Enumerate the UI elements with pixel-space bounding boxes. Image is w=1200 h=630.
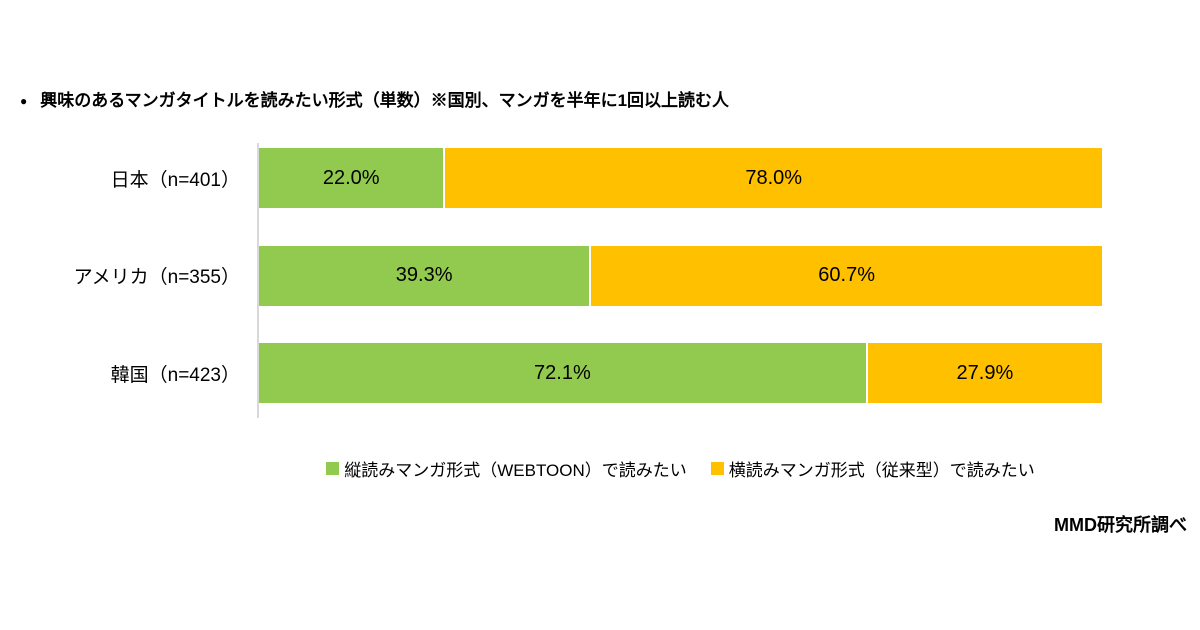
legend-item-webtoon: 縦読みマンガ形式（WEBTOON）で読みたい [326,456,687,481]
chart-row: 韓国（n=423） 72.1% 27.9% [0,343,1102,403]
bar-value-label: 72.1% [534,361,591,384]
bar-segment-webtoon: 72.1% [259,343,866,403]
bar-segment-traditional: 60.7% [591,245,1102,306]
chart-legend: 縦読みマンガ形式（WEBTOON）で読みたい 横読みマンガ形式（従来型）で読みたい [259,456,1102,481]
bar-segment-traditional: 78.0% [445,148,1102,208]
legend-swatch-icon [710,462,724,475]
bar-track: 22.0% 78.0% [259,148,1102,208]
bar-segment-traditional: 27.9% [867,343,1102,403]
chart-row: アメリカ（n=355） 39.3% 60.7% [0,245,1102,306]
bar-value-label: 27.9% [956,361,1014,384]
bar-rows: 日本（n=401） 22.0% 78.0% アメリカ（n=355） 39.3% 60.7%… [0,148,1102,441]
bar-value-label: 22.0% [322,166,380,189]
bar-track: 39.3% 60.7% [259,245,1102,306]
source-credit: MMD研究所調べ [1054,515,1187,535]
category-label: 日本（n=401） [110,169,240,191]
chart-row: 日本（n=401） 22.0% 78.0% [0,148,1102,208]
bar-segment-webtoon: 22.0% [259,148,444,208]
legend-label: 横読みマンガ形式（従来型）で読みたい [728,461,1035,480]
bar-track: 72.1% 27.9% [259,343,1102,403]
legend-item-traditional: 横読みマンガ形式（従来型）で読みたい [710,456,1035,481]
bar-value-label: 78.0% [745,166,803,189]
y-axis-line [257,143,259,418]
bar-value-label: 60.7% [818,264,875,286]
category-label: アメリカ（n=355） [73,267,240,288]
legend-swatch-icon [326,462,340,475]
category-label: 韓国（n=423） [110,364,240,386]
chart-title-text: 興味のあるマンガタイトルを読みたい形式（単数）※国別、マンガを半年に1回以上読む… [40,91,730,110]
chart-title: ● 興味のあるマンガタイトルを読みたい形式（単数）※国別、マンガを半年に1回以上… [20,91,729,111]
bar-segment-webtoon: 39.3% [259,245,590,306]
bar-value-label: 39.3% [395,264,453,286]
legend-label: 縦読みマンガ形式（WEBTOON）で読みたい [344,461,687,480]
title-bullet-icon: ● [20,94,28,109]
